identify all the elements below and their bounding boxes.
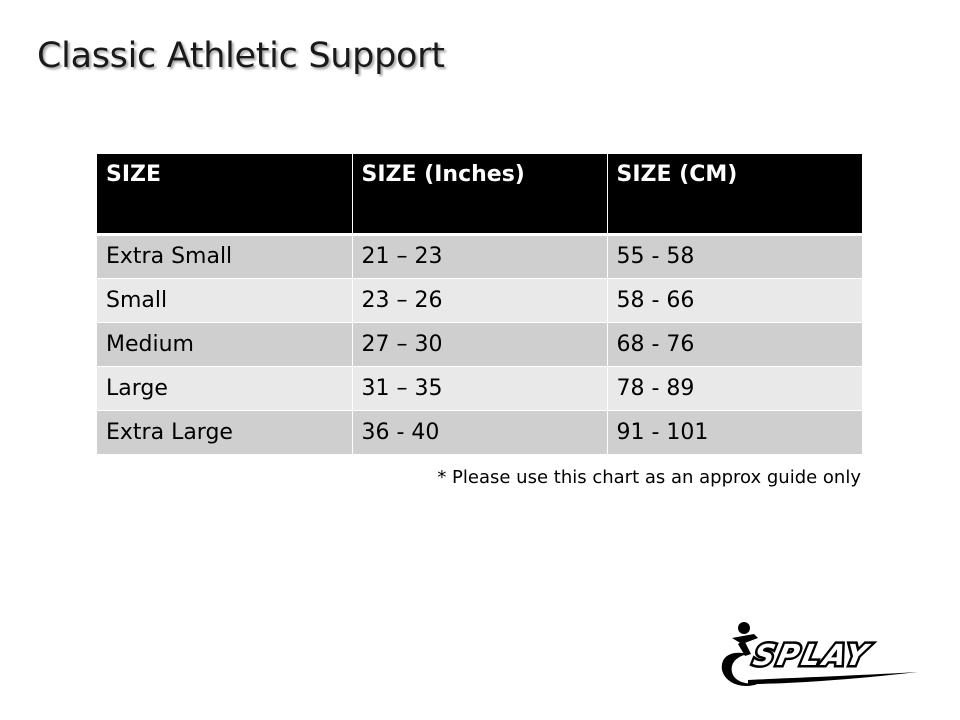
cell-cm: 58 - 66 — [607, 278, 862, 323]
cell-inches: 31 – 35 — [352, 366, 608, 411]
header-size-cm: SIZE (CM) — [607, 154, 862, 236]
logo-wordmark: SPLAY — [748, 636, 876, 675]
cell-size: Large — [97, 366, 353, 411]
table-header-row: SIZE SIZE (Inches) SIZE (CM) — [97, 154, 862, 236]
table-row: Small 23 – 26 58 - 66 — [97, 278, 862, 323]
cell-cm: 55 - 58 — [607, 234, 862, 279]
table-row: Extra Large 36 - 40 91 - 101 — [97, 410, 862, 455]
table-row: Extra Small 21 – 23 55 - 58 — [97, 234, 862, 279]
cell-size: Medium — [97, 322, 353, 367]
cell-cm: 78 - 89 — [607, 366, 862, 411]
page-title: Classic Athletic Support — [37, 36, 445, 76]
cell-size: Small — [97, 278, 353, 323]
header-size: SIZE — [97, 154, 353, 236]
size-chart-table: SIZE SIZE (Inches) SIZE (CM) Extra Small… — [97, 154, 862, 455]
table-row: Large 31 – 35 78 - 89 — [97, 366, 862, 411]
disclaimer-note: * Please use this chart as an approx gui… — [437, 467, 861, 488]
splay-logo: SPLAY — [718, 620, 924, 692]
cell-inches: 23 – 26 — [352, 278, 608, 323]
cell-size: Extra Large — [97, 410, 353, 455]
athlete-swoosh-icon — [721, 622, 918, 686]
header-size-inches: SIZE (Inches) — [352, 154, 608, 236]
cell-cm: 68 - 76 — [607, 322, 862, 367]
table-row: Medium 27 – 30 68 - 76 — [97, 322, 862, 367]
cell-cm: 91 - 101 — [607, 410, 862, 455]
cell-inches: 36 - 40 — [352, 410, 608, 455]
cell-inches: 27 – 30 — [352, 322, 608, 367]
cell-size: Extra Small — [97, 234, 353, 279]
cell-inches: 21 – 23 — [352, 234, 608, 279]
